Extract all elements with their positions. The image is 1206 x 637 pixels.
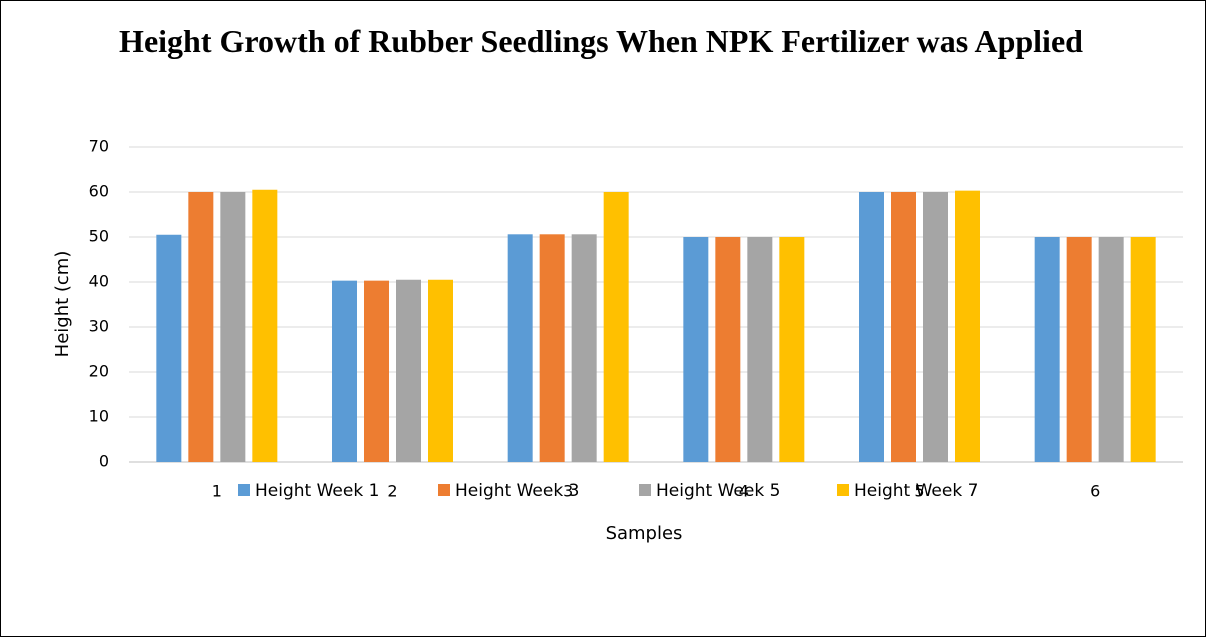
bar — [683, 237, 709, 462]
bar — [1130, 237, 1156, 462]
y-tick-label: 30 — [89, 317, 109, 336]
bar — [428, 279, 453, 462]
bar — [188, 192, 214, 462]
bar — [715, 237, 741, 462]
y-tick-label: 50 — [89, 227, 109, 246]
y-tick-label: 10 — [89, 407, 109, 426]
bar — [252, 189, 278, 462]
bar — [156, 234, 182, 462]
x-tick-label: 4 — [739, 482, 749, 501]
y-tick-label: 70 — [89, 137, 109, 156]
legend-swatch — [438, 484, 450, 496]
legend-label: Height Week 5 — [656, 481, 780, 501]
bar — [1034, 237, 1060, 462]
legend-label: Height Week 7 — [854, 481, 978, 501]
bar — [571, 234, 597, 462]
bar — [507, 234, 533, 462]
bar — [747, 237, 773, 462]
bar — [603, 192, 629, 462]
bar — [539, 234, 565, 462]
bar — [779, 237, 805, 462]
chart-title: Height Growth of Rubber Seedlings When N… — [119, 23, 1083, 59]
bar — [891, 192, 916, 462]
x-tick-label: 3 — [563, 482, 573, 501]
x-axis-label: Samples — [606, 523, 683, 544]
legend-label: Height Week 3 — [455, 481, 579, 501]
legend-swatch — [639, 484, 651, 496]
x-tick-label: 2 — [387, 482, 397, 501]
bar — [332, 280, 357, 462]
x-tick-label: 1 — [212, 482, 222, 501]
bar — [859, 192, 884, 462]
y-tick-label: 20 — [89, 362, 109, 381]
y-tick-label: 60 — [89, 182, 109, 201]
bar — [364, 280, 389, 462]
bar — [1066, 237, 1092, 462]
legend-label: Height Week 1 — [255, 481, 379, 501]
bar — [955, 190, 980, 462]
bar — [220, 192, 246, 462]
bar — [1098, 237, 1124, 462]
x-tick-label: 6 — [1090, 482, 1100, 501]
legend-swatch — [238, 484, 250, 496]
bar — [396, 279, 421, 462]
x-tick-label: 5 — [914, 482, 924, 501]
y-tick-label: 40 — [89, 272, 109, 291]
legend-swatch — [837, 484, 849, 496]
y-tick-label: 0 — [99, 452, 109, 471]
y-axis-label: Height (cm) — [52, 251, 73, 358]
bar — [923, 192, 948, 462]
